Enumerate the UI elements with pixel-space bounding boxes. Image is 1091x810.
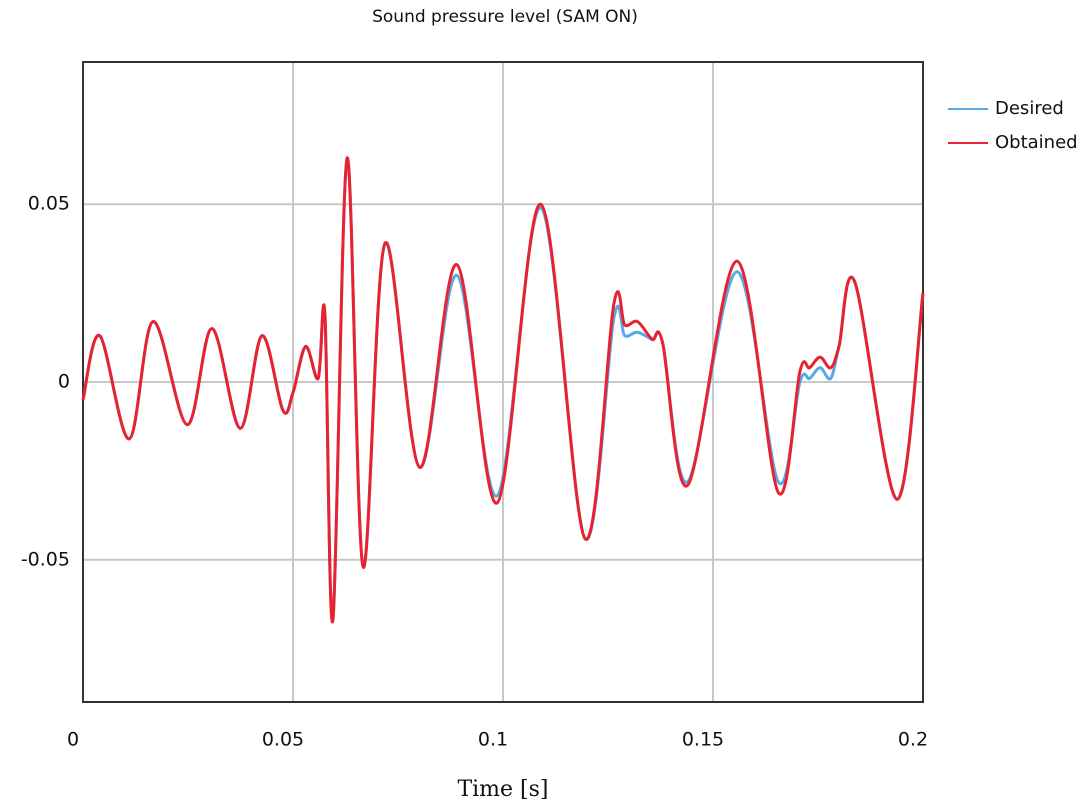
x-tick-label: 0.15 <box>682 729 724 751</box>
x-tick-label: 0.2 <box>898 729 928 751</box>
plot-frame <box>82 61 924 703</box>
series-line <box>81 156 925 624</box>
x-tick-label: 0.1 <box>478 729 508 751</box>
y-tick-label: 0 <box>58 371 70 393</box>
y-tick-label: -0.05 <box>21 548 70 570</box>
x-tick-label: 0 <box>67 729 79 751</box>
y-tick-label: 0.05 <box>28 193 70 215</box>
chart-title: Sound pressure level (SAM ON) <box>372 7 638 27</box>
x-axis-label: Time [s] <box>457 777 548 802</box>
legend-label: Desired <box>995 98 1064 119</box>
x-tick-label: 0.05 <box>262 729 304 751</box>
legend-label: Obtained <box>995 132 1078 153</box>
